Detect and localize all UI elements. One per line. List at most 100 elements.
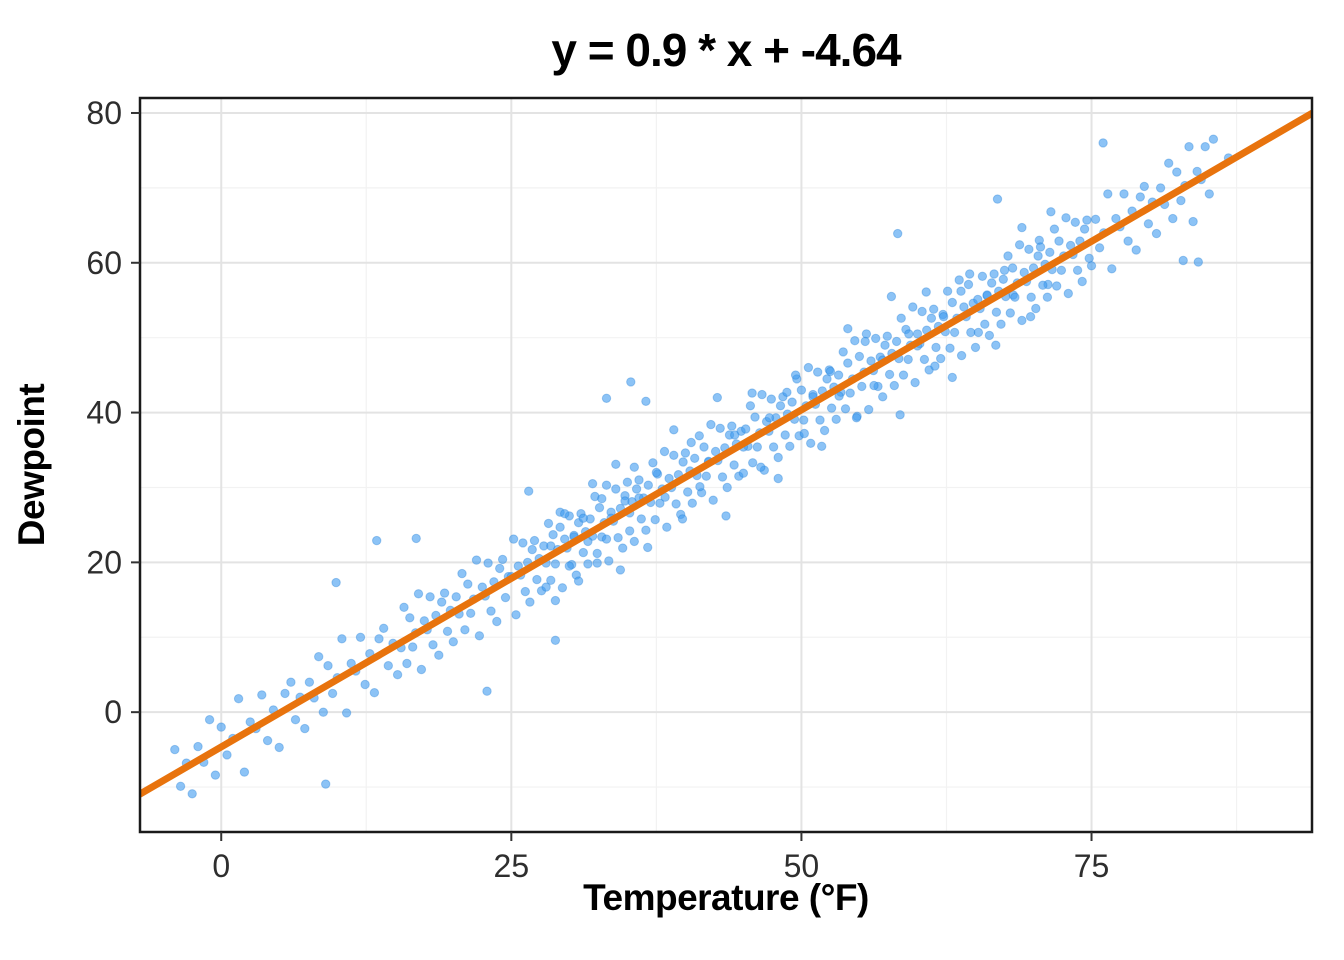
scatter-point (474, 631, 485, 641)
scatter-point (831, 414, 841, 424)
x-tick-label: 50 (784, 848, 820, 884)
scatter-point (750, 412, 760, 422)
scatter-point (757, 389, 767, 400)
scatter-point (752, 442, 762, 452)
scatter-point (625, 526, 635, 536)
scatter-point (601, 534, 612, 544)
scatter-point (1164, 158, 1174, 168)
scatter-point (938, 312, 949, 322)
scatter-point (1038, 280, 1048, 290)
scatter-point (492, 616, 502, 627)
scatter-point (1123, 236, 1133, 246)
scatter-point (1026, 292, 1036, 302)
scatter-point (175, 781, 186, 791)
scatter-point (557, 583, 568, 593)
scatter-point (898, 370, 909, 380)
scatter-point (947, 297, 957, 308)
scatter-point (411, 533, 421, 544)
scatter-point (790, 370, 801, 380)
scatter-point (991, 307, 1002, 317)
scatter-point (1079, 224, 1090, 234)
scatter-point (546, 541, 556, 551)
scatter-point (1143, 219, 1154, 229)
scatter-point (662, 522, 672, 532)
scatter-point (768, 442, 779, 452)
scatter-point (929, 304, 939, 314)
scatter-point (803, 362, 814, 373)
scatter-point (543, 518, 554, 529)
scatter-point (187, 789, 197, 799)
scatter-point (1086, 261, 1097, 271)
scatter-point (1184, 142, 1194, 152)
axis-ticks (131, 111, 1093, 841)
scatter-point (222, 750, 232, 760)
scatter-point (787, 397, 797, 407)
scatter-point (1056, 265, 1067, 275)
scatter-point (629, 462, 639, 472)
scatter-point (262, 735, 273, 746)
scatter-point (942, 286, 953, 296)
scatter-point (815, 415, 825, 425)
scatter-point (573, 576, 584, 586)
x-tick-label: 75 (1074, 848, 1110, 884)
scatter-point (884, 369, 895, 380)
scatter-point (1003, 251, 1013, 261)
scatter-point (360, 679, 370, 690)
scatter-point (416, 664, 427, 675)
scatter-point (1007, 263, 1018, 273)
scatter-point (851, 413, 862, 423)
scatter-point (838, 347, 848, 357)
scatter-point (843, 358, 853, 368)
scatter-point (987, 278, 997, 288)
scatter-point (683, 487, 693, 497)
scatter-point (280, 688, 290, 699)
scatter-point (871, 333, 881, 344)
scatter-point (1155, 183, 1166, 193)
scatter-point (745, 401, 756, 411)
scatter-point (550, 559, 561, 569)
regression-line-layer (140, 109, 1312, 798)
scatter-point (730, 430, 740, 440)
y-axis-label: Dewpoint (11, 384, 52, 547)
scatter-point (1042, 292, 1053, 302)
scatter-point (1168, 213, 1178, 224)
scatter-point (1139, 181, 1150, 192)
scatter-point (314, 652, 324, 662)
scatter-point (819, 425, 830, 436)
scatter-point (643, 480, 653, 490)
scatter-point (650, 515, 660, 525)
scatter-point (216, 722, 226, 732)
scatter-point (956, 350, 967, 361)
scatter-point (910, 377, 920, 388)
scatter-point (991, 340, 1001, 350)
scatter-point (869, 380, 879, 391)
scatter-point (822, 374, 832, 384)
scatter-point (880, 340, 890, 350)
scatter-point (1172, 167, 1182, 177)
y-tick-label: 20 (86, 544, 122, 580)
scatter-point (592, 548, 602, 559)
scatter-point (629, 536, 639, 547)
scatter-point (239, 767, 250, 777)
scatter-point (210, 770, 221, 780)
scatter-point (947, 372, 957, 383)
scatter-point (594, 503, 605, 513)
scatter-point (355, 632, 366, 642)
scatter-point (193, 741, 203, 752)
scatter-point (369, 688, 380, 698)
scatter-point (715, 423, 725, 433)
scatter-point (996, 319, 1006, 329)
scatter-point (701, 471, 711, 481)
scatter-point (1046, 207, 1056, 217)
scatter-point (1052, 281, 1062, 291)
scatter-point (428, 640, 438, 650)
scatter-point (286, 677, 296, 687)
scatter-point (963, 279, 974, 290)
x-tick-label: 25 (494, 848, 530, 884)
scatter-point (1151, 228, 1162, 239)
scatter-point (860, 336, 870, 347)
scatter-point (799, 428, 809, 439)
scatter-point (917, 306, 927, 317)
scatter-point (257, 690, 267, 700)
